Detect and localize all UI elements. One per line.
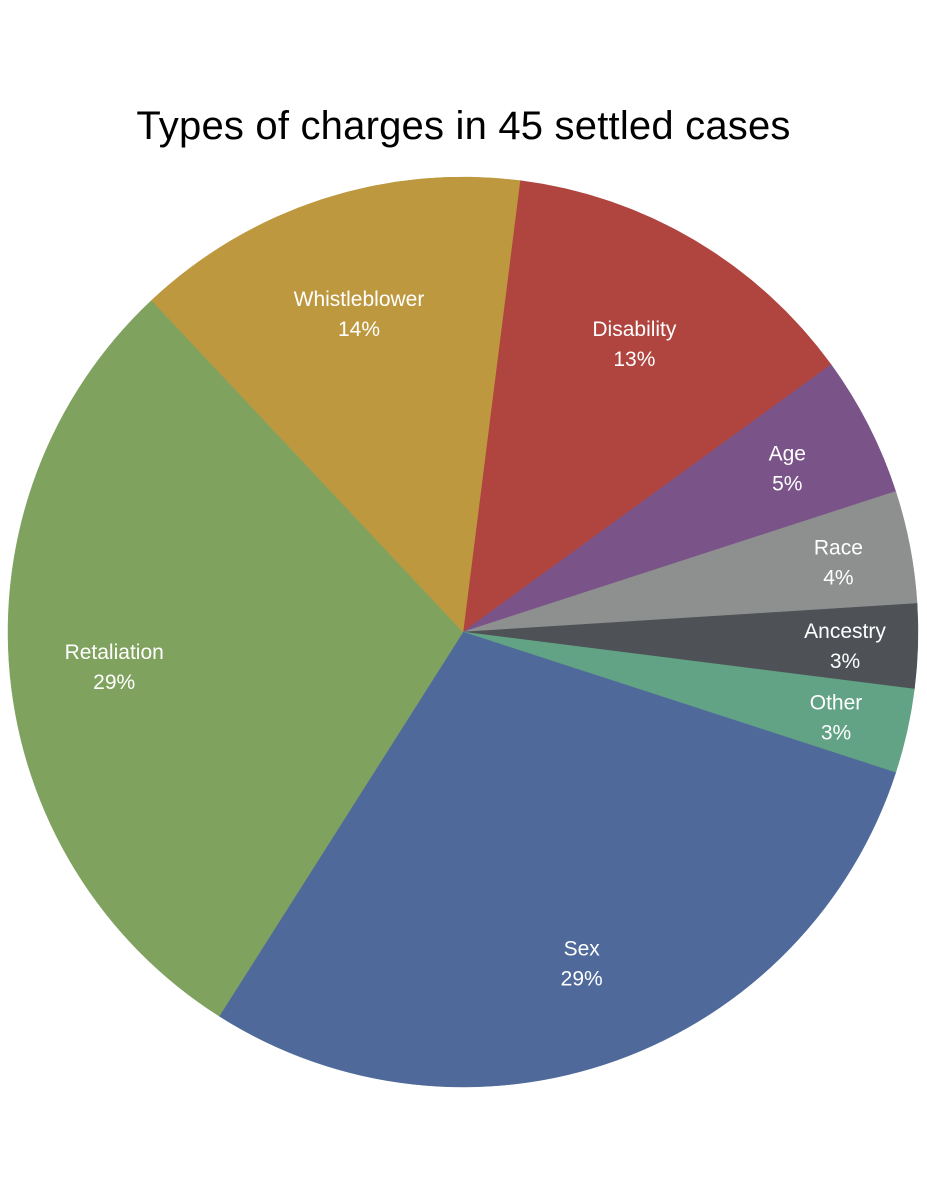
slice-percent-other: 3% [821, 721, 851, 744]
slice-percent-ancestry: 3% [830, 650, 860, 673]
pie-slices [7, 176, 919, 1088]
slice-percent-whistleblower: 14% [338, 318, 380, 341]
slice-label-race: Race [814, 536, 863, 559]
pie-slice-sex [218, 631, 897, 1088]
pie-slice-whistleblower [151, 176, 521, 633]
pie-slice-age [462, 364, 897, 633]
slice-percent-disability: 13% [613, 348, 655, 371]
slice-label-other: Other [810, 691, 863, 714]
slice-label-sex: Sex [564, 938, 601, 961]
slice-percent-race: 4% [823, 566, 853, 589]
slice-label-whistleblower: Whistleblower [294, 288, 425, 311]
slice-label-disability: Disability [592, 318, 677, 341]
pie-slice-disability [462, 180, 832, 633]
slice-label-retaliation: Retaliation [65, 641, 164, 664]
pie-labels: Disability 13% Age 5% Race 4% Ancestry 3% Other 3… [65, 288, 887, 991]
pie-slice-retaliation [7, 299, 464, 1017]
slice-percent-sex: 29% [561, 968, 603, 991]
slice-label-age: Age [769, 443, 806, 466]
slice-percent-retaliation: 29% [93, 671, 135, 694]
chart-title: Types of charges in 45 settled cases [136, 104, 791, 148]
slice-percent-age: 5% [772, 473, 802, 496]
slice-label-ancestry: Ancestry [804, 620, 886, 643]
